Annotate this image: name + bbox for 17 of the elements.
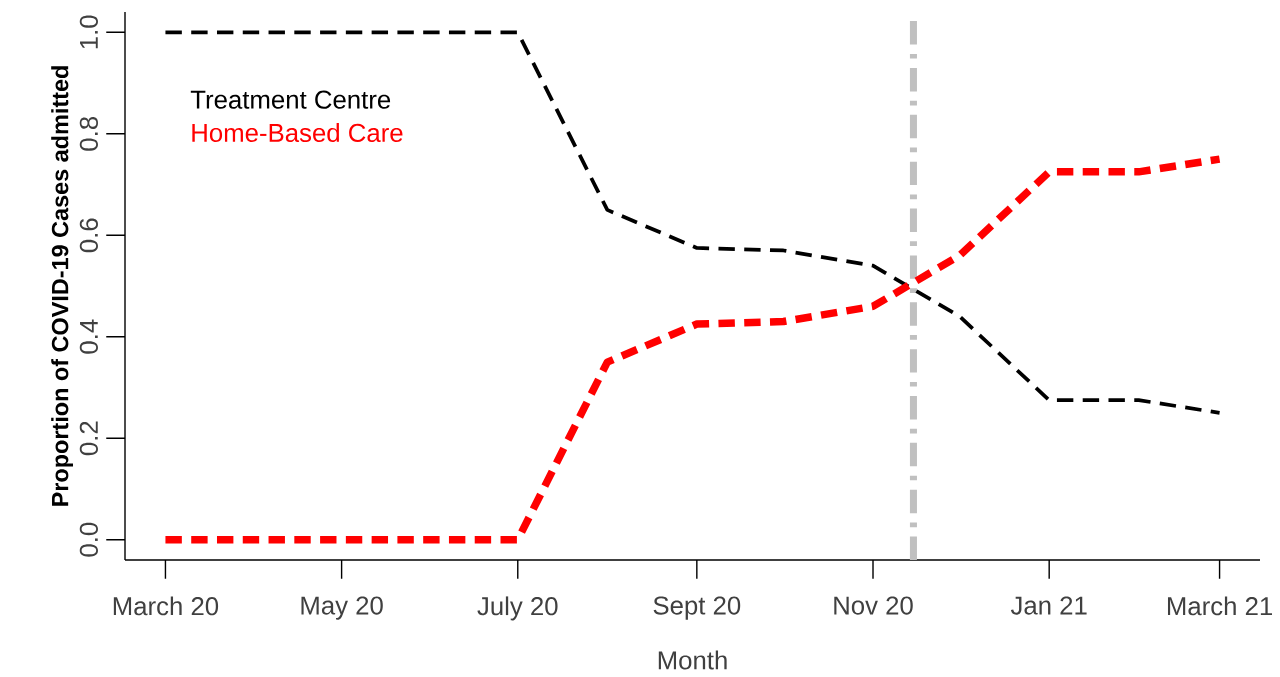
x-tick-label: July 20 — [477, 596, 558, 621]
x-tick-label: Nov 20 — [834, 596, 913, 615]
x-tick-label: March 20 — [113, 596, 219, 616]
x-tick-label: March 21 — [1167, 596, 1273, 616]
x-tick-label: May 20 — [301, 596, 383, 620]
text: Home-Based Care — [192, 123, 403, 143]
x-tick-label: Sept 20 — [653, 596, 741, 620]
y-tick-label: 0.0 — [79, 522, 98, 557]
x-tick-label: Jan 21 — [1010, 596, 1087, 615]
y-axis-title: Proportion of COVID-19 Cases admitted — [51, 66, 74, 506]
y-tick-label: 0.4 — [79, 319, 98, 354]
y-tick-label: 1.0 — [79, 15, 98, 49]
text: Treatment Centre — [190, 90, 391, 109]
y-tick-label: 0.8 — [79, 117, 98, 151]
y-tick-label: 0.2 — [79, 421, 98, 456]
y-tick-label: 0.6 — [79, 218, 98, 253]
x-axis-title: Month — [658, 650, 727, 670]
